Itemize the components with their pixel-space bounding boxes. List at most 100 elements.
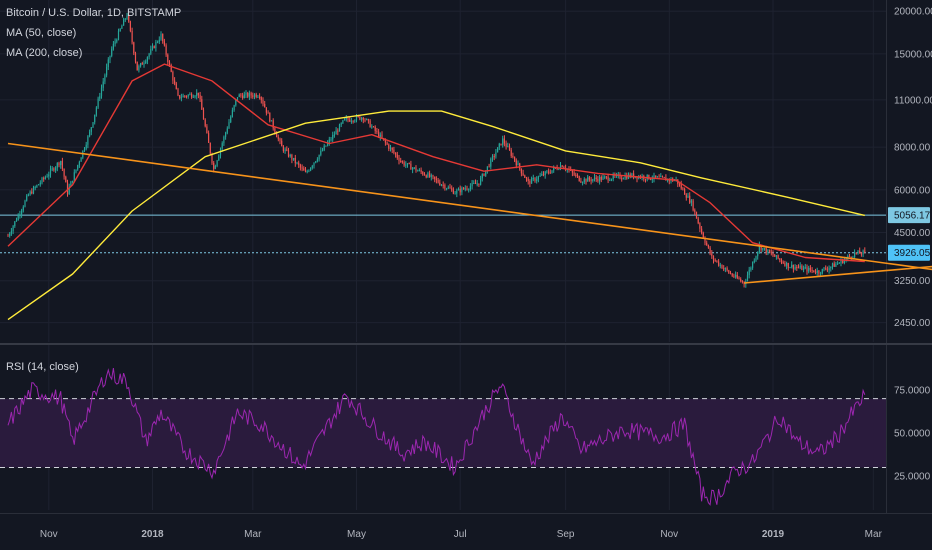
candle-body — [592, 179, 594, 181]
candle-body — [141, 63, 143, 65]
candle-body — [775, 255, 777, 257]
candle-body — [248, 93, 250, 97]
candle-body — [473, 183, 475, 185]
candle-body — [695, 211, 698, 219]
candle-body — [599, 177, 601, 182]
candle-body — [211, 153, 213, 163]
candle-body — [803, 267, 805, 270]
candle-body — [389, 147, 392, 149]
candle-body — [848, 256, 851, 258]
candle-body — [731, 273, 733, 276]
candle-body — [746, 275, 749, 281]
candle-body — [602, 176, 604, 180]
candle-body — [542, 174, 545, 176]
candle-body — [498, 143, 500, 148]
candle-body — [697, 218, 699, 224]
candle-body — [306, 171, 308, 173]
candle-body — [274, 128, 276, 133]
candle-body — [92, 122, 94, 128]
candle-body — [626, 175, 628, 179]
candle-body — [707, 244, 709, 248]
last-price-label — [888, 244, 930, 261]
candle-body — [223, 136, 225, 144]
candle-body — [330, 139, 332, 141]
candle-body — [719, 264, 721, 266]
candle-body — [284, 149, 286, 151]
candle-body — [553, 167, 555, 171]
candle-body — [600, 177, 602, 180]
candle-body — [772, 253, 774, 256]
candle-body — [413, 167, 415, 169]
candle-body — [384, 139, 386, 143]
price-tick-label: 6000.00 — [894, 185, 931, 196]
candle-body — [655, 175, 657, 178]
ma50-legend[interactable]: MA (50, close) — [6, 27, 77, 39]
candle-body — [267, 112, 269, 114]
candle-body — [240, 94, 242, 96]
candle-body — [335, 130, 337, 135]
candle-body — [847, 256, 849, 259]
candle-body — [493, 156, 495, 158]
candle-body — [345, 118, 347, 120]
candle-body — [140, 63, 142, 67]
candle-body — [449, 187, 451, 189]
candle-body — [252, 95, 254, 97]
candle-body — [840, 259, 842, 263]
candle-body — [85, 144, 87, 149]
symbol-legend[interactable]: Bitcoin / U.S. Dollar, 1D, BITSTAMP — [6, 7, 182, 19]
ma200-line — [7, 110, 865, 321]
time-tick-label: Mar — [865, 529, 883, 540]
candle-body — [90, 127, 92, 132]
candle-body — [202, 109, 205, 120]
candle-body — [833, 263, 835, 267]
candle-body — [757, 251, 759, 257]
candle-body — [702, 232, 704, 239]
candle-body — [854, 252, 856, 258]
time-tick-label: Nov — [40, 529, 58, 540]
candle-body — [816, 270, 818, 273]
candle-body — [245, 93, 247, 95]
candle-body — [809, 267, 811, 270]
candle-body — [65, 176, 67, 183]
candle-body — [106, 66, 108, 76]
ma200-legend[interactable]: MA (200, close) — [6, 47, 83, 59]
candle-body — [864, 250, 866, 252]
candle-body — [299, 164, 301, 168]
candle-body — [663, 177, 665, 179]
candle-body — [315, 161, 317, 163]
candle-body — [656, 176, 658, 178]
candle-body — [291, 154, 293, 160]
candle-body — [580, 181, 582, 183]
candle-body — [94, 114, 96, 123]
candle-body — [44, 177, 46, 179]
candle-body — [690, 200, 692, 203]
candle-body — [242, 95, 244, 99]
candle-body — [712, 255, 715, 260]
candle-body — [114, 41, 116, 44]
candle-body — [763, 248, 766, 250]
candle-body — [403, 162, 405, 166]
main-legend: Bitcoin / U.S. Dollar, 1D, BITSTAMP MA (… — [6, 3, 181, 63]
candle-body — [440, 184, 443, 186]
rsi-legend-label[interactable]: RSI (14, close) — [6, 361, 79, 373]
candle-body — [780, 259, 783, 263]
candle-body — [850, 256, 852, 258]
candle-body — [539, 175, 541, 177]
candle-body — [860, 253, 862, 255]
candle-body — [170, 65, 172, 72]
candle-body — [415, 167, 417, 171]
candle-body — [233, 105, 235, 111]
time-tick-label: Sep — [557, 529, 575, 540]
candle-body — [153, 46, 155, 48]
candle-body — [255, 94, 257, 97]
candle-body — [838, 262, 840, 264]
candle-body — [46, 176, 48, 178]
candle-body — [201, 99, 203, 110]
candle-body — [38, 184, 40, 186]
candle-body — [714, 259, 716, 261]
candle-body — [192, 96, 194, 98]
candle-body — [172, 71, 174, 81]
candle-body — [138, 66, 140, 71]
candle-body — [500, 143, 502, 146]
